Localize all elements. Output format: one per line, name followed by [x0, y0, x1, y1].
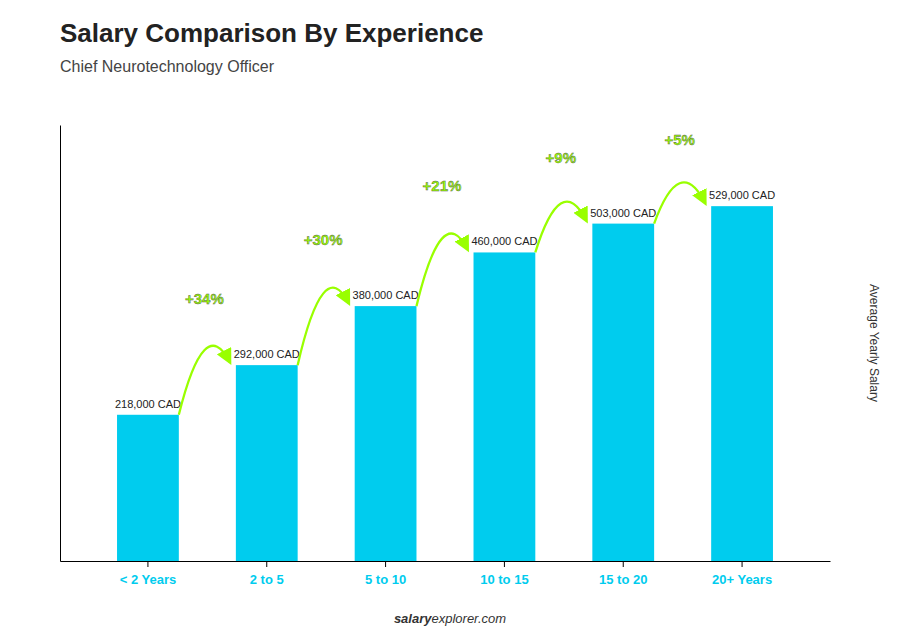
x-tick-label: 2 to 5 — [250, 572, 284, 587]
x-axis-line — [61, 561, 831, 562]
x-tick: 2 to 5 — [250, 561, 284, 587]
change-arrow — [654, 182, 705, 223]
change-label: +34% — [185, 290, 224, 307]
x-tick-mark — [147, 561, 148, 567]
data-labels: 218,000 CAD 292,000 CAD 380,000 CAD 460,000… — [115, 189, 775, 410]
y-axis-line — [60, 126, 61, 562]
x-tick: < 2 Years — [120, 561, 177, 587]
bar — [236, 365, 298, 561]
data-label: 503,000 CAD — [590, 207, 656, 219]
x-tick: 20+ Years — [712, 561, 772, 587]
data-label: 529,000 CAD — [709, 189, 775, 201]
x-axis: < 2 Years 2 to 5 5 to 10 10 to 15 15 to 20 20… — [61, 561, 831, 587]
bar — [711, 206, 773, 561]
data-label: 292,000 CAD — [234, 348, 300, 360]
x-tick-label: 15 to 20 — [599, 572, 647, 587]
footer: salaryexplorer.com — [394, 611, 506, 626]
x-tick-mark — [742, 561, 743, 567]
x-tick-mark — [385, 561, 386, 567]
change-arrow — [298, 288, 349, 365]
annotations: +34% +30% +21% +9% +5% — [179, 131, 705, 415]
bar — [592, 224, 654, 561]
data-label: 218,000 CAD — [115, 398, 181, 410]
change-label: +30% — [304, 231, 343, 248]
x-tick: 10 to 15 — [480, 561, 528, 587]
x-tick-label: < 2 Years — [120, 572, 177, 587]
bar — [117, 415, 179, 561]
y-axis-title: Average Yearly Salary — [867, 284, 881, 402]
bar — [355, 306, 417, 561]
footer-part: salary — [394, 611, 432, 626]
x-tick-label: 20+ Years — [712, 572, 772, 587]
x-tick-label: 10 to 15 — [480, 572, 528, 587]
change-label: +5% — [664, 131, 694, 148]
x-tick-label: 5 to 10 — [365, 572, 406, 587]
footer-part: explorer.com — [431, 611, 506, 626]
x-tick-mark — [623, 561, 624, 567]
bars — [117, 206, 773, 561]
change-arrow — [179, 346, 230, 415]
data-label: 460,000 CAD — [471, 235, 537, 247]
x-tick: 15 to 20 — [599, 561, 647, 587]
bar — [474, 252, 536, 561]
change-label: +21% — [423, 177, 462, 194]
x-tick-mark — [266, 561, 267, 567]
change-arrow — [416, 233, 467, 306]
chart: Salary Comparison By Experience Chief Neu… — [0, 0, 900, 641]
change-arrow — [535, 202, 586, 253]
y-axis — [60, 126, 61, 562]
data-label: 380,000 CAD — [353, 289, 419, 301]
title: Salary Comparison By Experience — [60, 18, 483, 48]
change-label: +9% — [546, 149, 576, 166]
subtitle: Chief Neurotechnology Officer — [60, 58, 275, 75]
x-tick: 5 to 10 — [365, 561, 406, 587]
x-tick-mark — [504, 561, 505, 567]
